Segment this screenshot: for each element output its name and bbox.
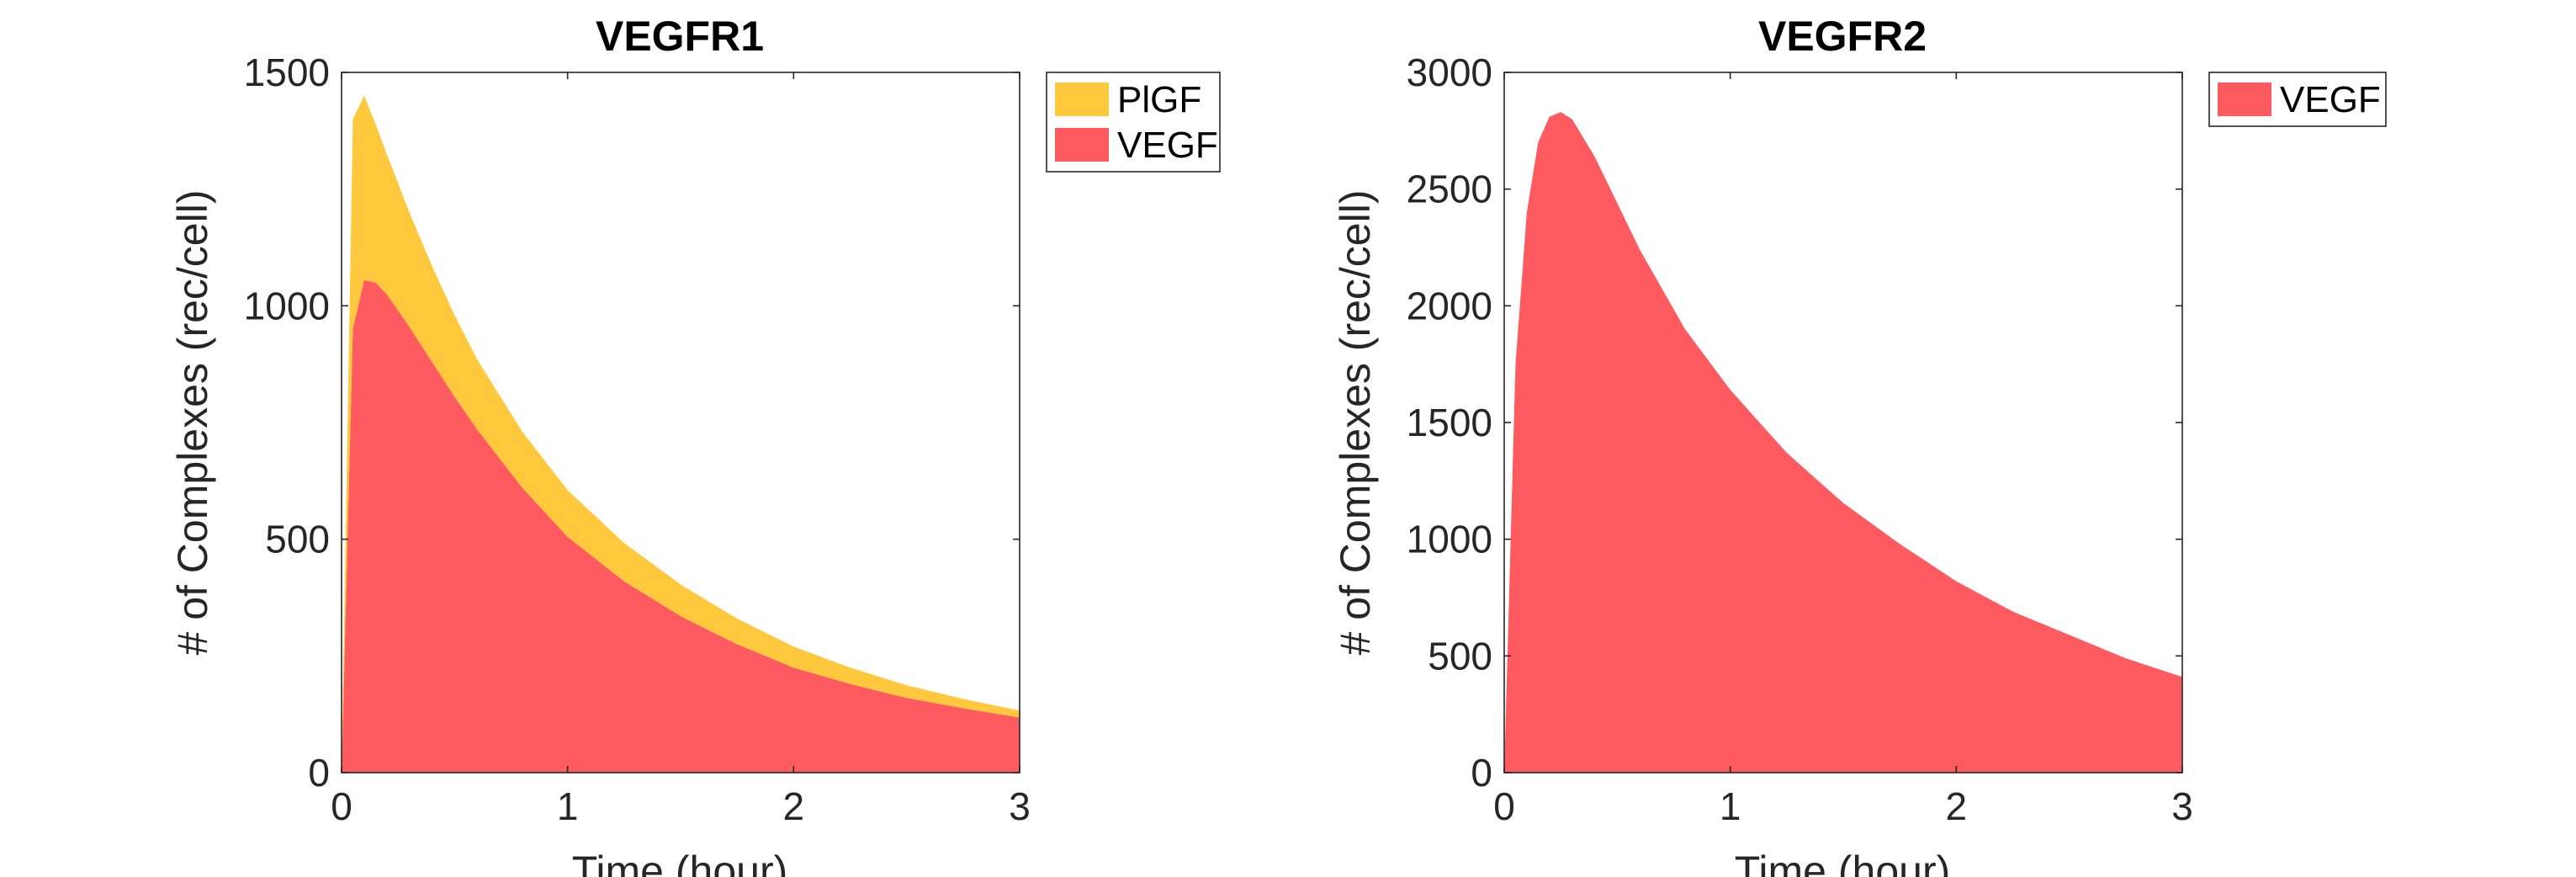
y-tick-label: 500 <box>1428 634 1492 678</box>
legend-swatch-vegf <box>2218 82 2271 116</box>
x-tick-label: 1 <box>557 784 579 828</box>
legend-label-plgf: PlGF <box>1117 79 1201 120</box>
legend-swatch-plgf <box>1055 82 1109 116</box>
chart-vegfr1: VEGFR1 0 1 2 3 0 500 1000 1500 Time (hour) # of… <box>169 13 1221 877</box>
axis-ticks: 0 1 2 3 0 500 1000 1500 <box>244 50 1031 828</box>
legend-label-vegf: VEGF <box>1117 125 1218 166</box>
x-axis-label: Time (hour) <box>572 848 788 877</box>
legend: PlGF VEGF <box>1046 72 1221 173</box>
axes-box <box>341 72 1020 773</box>
y-tick-label: 2000 <box>1407 284 1492 327</box>
y-tick-label: 2500 <box>1407 167 1492 211</box>
legend: VEGF <box>2208 72 2387 127</box>
axis-ticks: 0 1 2 3 0 500 1000 1500 2000 2500 3000 <box>1407 50 2193 828</box>
y-tick-label: 500 <box>265 518 330 561</box>
y-tick-label: 1500 <box>244 50 330 94</box>
x-tick-label: 0 <box>331 784 352 828</box>
y-tick-label: 3000 <box>1407 50 1492 94</box>
x-tick-label: 1 <box>1720 784 1741 828</box>
y-tick-label: 0 <box>308 751 330 795</box>
chart-vegfr2: VEGFR2 0 1 2 3 0 500 1000 1500 2000 2500 3000 Time… <box>1332 13 2387 877</box>
legend-label-vegf: VEGF <box>2280 79 2381 120</box>
y-axis-label: # of Complexes (rec/cell) <box>169 190 216 656</box>
legend-swatch-vegf <box>1055 128 1109 162</box>
chart-title: VEGFR2 <box>1758 13 1927 60</box>
area-series-plgf <box>342 95 1020 773</box>
plot-area <box>1504 112 2182 773</box>
y-tick-label: 1000 <box>244 284 330 327</box>
x-tick-label: 3 <box>2171 784 2193 828</box>
y-tick-label: 1500 <box>1407 401 1492 444</box>
y-tick-label: 0 <box>1471 751 1492 795</box>
y-tick-label: 1000 <box>1407 518 1492 561</box>
chart-title: VEGFR1 <box>596 13 764 60</box>
plot-area <box>342 95 1020 773</box>
area-series-vegf <box>1504 112 2182 773</box>
x-axis-label: Time (hour) <box>1735 848 1951 877</box>
x-tick-label: 0 <box>1493 784 1515 828</box>
x-tick-label: 3 <box>1009 784 1031 828</box>
area-series-vegf <box>342 279 1020 773</box>
x-tick-label: 2 <box>783 784 805 828</box>
x-tick-label: 2 <box>1946 784 1968 828</box>
y-axis-label: # of Complexes (rec/cell) <box>1332 190 1379 656</box>
